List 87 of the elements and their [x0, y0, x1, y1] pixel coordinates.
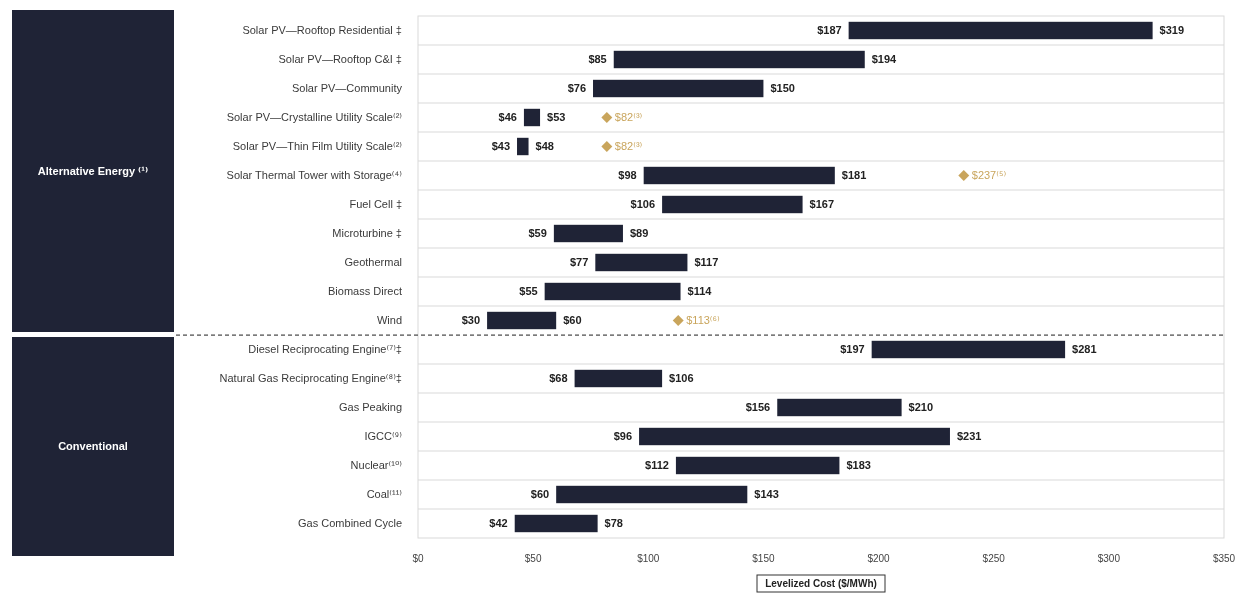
annotation: $68 [549, 372, 568, 385]
annotation: $156 [745, 401, 771, 414]
bar [556, 485, 748, 504]
y-tick-label: Solar PV—Rooftop C&I ‡ [278, 53, 402, 66]
annotation: $197 [840, 343, 865, 356]
y-tick-label: Gas Peaking [339, 401, 402, 414]
annotation: $281 [1072, 343, 1097, 356]
bar [643, 166, 835, 185]
annotation: $96 [613, 430, 633, 443]
y-tick-label: Solar PV—Thin Film Utility Scale⁽²⁾ [232, 140, 403, 153]
annotation: $59 [528, 227, 547, 240]
annotation: $114 [687, 285, 713, 298]
x-tick-label: $50 [524, 552, 542, 564]
annotation: $106 [669, 372, 694, 385]
bar [487, 311, 557, 330]
annotation: $43 [491, 140, 511, 153]
bar [553, 224, 623, 243]
y-tick-label: Microturbine ‡ [332, 227, 402, 240]
bar [675, 456, 840, 475]
annotation: $143 [754, 488, 779, 501]
annotation: $112 [645, 459, 669, 472]
annotation: $150 [770, 82, 795, 95]
y-tick-label: Wind [376, 314, 402, 327]
data-label: $113⁽⁶⁾ [686, 314, 721, 327]
bar [523, 108, 541, 127]
annotation: $167 [809, 198, 835, 211]
bar [517, 137, 529, 156]
annotation: $187 [817, 24, 842, 37]
x-tick-label: $100 [637, 552, 660, 564]
bar [848, 21, 1153, 40]
y-tick-label: Solar PV—Community [291, 82, 403, 95]
x-tick-label: $350 [1212, 552, 1236, 564]
annotation: $76 [567, 82, 587, 95]
y-tick-label: Nuclear⁽¹⁰⁾ [350, 459, 403, 472]
y-tick-label: Solar Thermal Tower with Storage⁽⁴⁾ [226, 169, 403, 182]
annotation: $319 [1159, 24, 1185, 37]
y-tick-label: Natural Gas Reciprocating Engine⁽⁸⁾‡ [219, 372, 402, 385]
y-tick-label: Solar PV—Rooftop Residential ‡ [242, 24, 402, 37]
annotation: $181 [841, 169, 867, 182]
annotation: $85 [588, 53, 607, 66]
annotation: $89 [629, 227, 649, 240]
bar [639, 427, 950, 446]
annotation: $106 [630, 198, 656, 211]
x-tick-label: $250 [982, 552, 1006, 564]
annotation: $48 [535, 140, 554, 153]
bar [595, 253, 688, 272]
bar [613, 50, 865, 69]
annotation: $55 [519, 285, 538, 298]
x-axis-title: Levelized Cost ($/MWh) [765, 578, 877, 589]
y-tick-label: Fuel Cell ‡ [349, 198, 402, 211]
x-tick-label: $150 [752, 552, 775, 564]
annotation: $46 [498, 111, 517, 124]
data-label: $237⁽⁵⁾ [971, 169, 1007, 182]
annotation: $60 [563, 314, 582, 327]
annotation: $60 [530, 488, 550, 501]
text: Alternative Energy ⁽¹⁾ [37, 164, 149, 177]
bar [871, 340, 1066, 359]
annotation: $231 [956, 430, 982, 443]
y-tick-label: Gas Combined Cycle [298, 517, 402, 530]
annotation: $210 [908, 401, 934, 414]
bar [777, 398, 902, 417]
y-tick-label: Biomass Direct [328, 285, 402, 298]
x-tick-label: $0 [412, 552, 424, 564]
bar [593, 79, 764, 98]
annotation: $98 [618, 169, 637, 182]
annotation: $30 [461, 314, 481, 327]
annotation: $42 [489, 517, 508, 530]
bar [544, 282, 681, 301]
y-tick-label: IGCC⁽⁹⁾ [364, 430, 403, 443]
y-tick-label: Solar PV—Crystalline Utility Scale⁽²⁾ [226, 111, 403, 124]
annotation: $53 [547, 111, 566, 124]
text: Conventional [58, 440, 128, 453]
annotation: $77 [569, 256, 589, 269]
annotation: $183 [846, 459, 871, 472]
x-tick-label: $300 [1097, 552, 1121, 564]
y-tick-label: Diesel Reciprocating Engine⁽⁷⁾‡ [248, 343, 402, 356]
data-label: $82⁽³⁾ [614, 140, 643, 153]
x-tick-label: $200 [867, 552, 891, 564]
annotation: $194 [871, 53, 898, 66]
data-label: $82⁽³⁾ [614, 111, 643, 124]
y-tick-label: Geothermal [344, 256, 402, 269]
annotation: $78 [604, 517, 623, 530]
bar [574, 369, 663, 388]
bar [514, 514, 598, 533]
bar [662, 195, 803, 214]
annotation: $117 [694, 256, 719, 269]
y-tick-label: Coal⁽¹¹⁾ [366, 488, 403, 501]
